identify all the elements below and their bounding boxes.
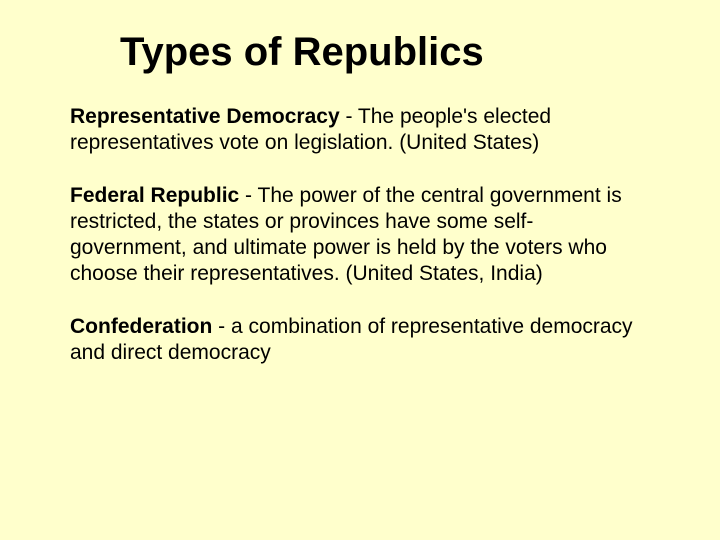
entry-confederation: Confederation - a combination of represe… bbox=[70, 314, 650, 367]
entry-federal-republic: Federal Republic - The power of the cent… bbox=[70, 183, 650, 288]
term-label: Representative Democracy bbox=[70, 105, 340, 128]
page-title: Types of Republics bbox=[120, 30, 650, 74]
entry-representative-democracy: Representative Democracy - The people's … bbox=[70, 104, 650, 157]
term-label: Federal Republic bbox=[70, 184, 239, 207]
term-label: Confederation bbox=[70, 315, 212, 338]
slide: Types of Republics Representative Democr… bbox=[0, 0, 720, 540]
